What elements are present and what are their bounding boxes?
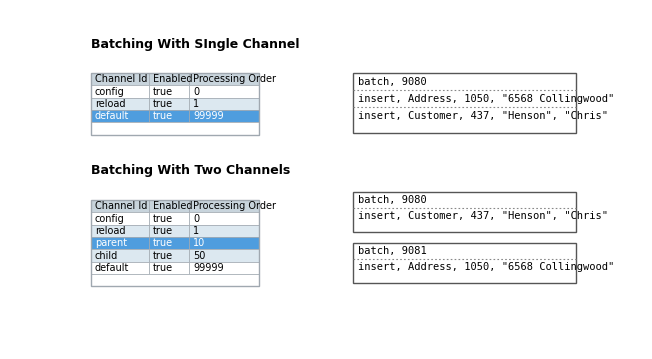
Bar [91, 122, 259, 135]
Bar [91, 250, 149, 262]
Text: true: true [153, 99, 173, 109]
Bar [91, 110, 149, 122]
Bar [353, 73, 576, 133]
Bar [189, 213, 259, 225]
Bar [353, 243, 576, 283]
Text: insert, Address, 1050, "6568 Collingwood": insert, Address, 1050, "6568 Collingwood… [358, 94, 614, 104]
Bar [91, 200, 259, 286]
Text: batch, 9080: batch, 9080 [358, 195, 427, 205]
Text: true: true [153, 214, 173, 224]
Text: Enabled: Enabled [153, 74, 192, 84]
Text: reload: reload [95, 99, 125, 109]
Text: true: true [153, 111, 173, 121]
Bar [149, 73, 189, 85]
Bar [149, 262, 189, 274]
Text: true: true [153, 263, 173, 273]
Text: true: true [153, 87, 173, 97]
Bar [149, 85, 189, 98]
Text: true: true [153, 251, 173, 261]
Text: default: default [95, 111, 129, 121]
Bar [91, 262, 149, 274]
Text: insert, Customer, 437, "Henson", "Chris": insert, Customer, 437, "Henson", "Chris" [358, 211, 608, 221]
Bar [91, 73, 259, 135]
Bar [189, 200, 259, 213]
Bar [91, 213, 149, 225]
Text: insert, Customer, 437, "Henson", "Chris": insert, Customer, 437, "Henson", "Chris" [358, 111, 608, 121]
Text: child: child [95, 251, 118, 261]
Bar [149, 225, 189, 237]
Text: Channel Id: Channel Id [95, 74, 147, 84]
Text: Batching With SIngle Channel: Batching With SIngle Channel [91, 38, 299, 51]
Bar [149, 110, 189, 122]
Bar [91, 200, 149, 213]
Bar [189, 237, 259, 250]
Bar [149, 213, 189, 225]
Bar [189, 73, 259, 85]
Text: true: true [153, 238, 173, 248]
Text: Processing Order: Processing Order [193, 74, 276, 84]
Bar [189, 85, 259, 98]
Bar [91, 98, 149, 110]
Text: parent: parent [95, 238, 126, 248]
Text: true: true [153, 226, 173, 236]
Bar [91, 73, 149, 85]
Text: Processing Order: Processing Order [193, 201, 276, 211]
Text: reload: reload [95, 226, 125, 236]
Text: Channel Id: Channel Id [95, 201, 147, 211]
Text: 1: 1 [193, 226, 200, 236]
Text: 50: 50 [193, 251, 205, 261]
Text: batch, 9080: batch, 9080 [358, 77, 427, 87]
Text: insert, Address, 1050, "6568 Collingwood": insert, Address, 1050, "6568 Collingwood… [358, 262, 614, 271]
Bar [149, 200, 189, 213]
Text: 1: 1 [193, 99, 200, 109]
Bar [189, 262, 259, 274]
Text: 0: 0 [193, 214, 200, 224]
Text: config: config [95, 214, 125, 224]
Bar [149, 98, 189, 110]
Bar [91, 225, 149, 237]
Bar [91, 85, 149, 98]
Text: 99999: 99999 [193, 263, 224, 273]
Bar [353, 192, 576, 232]
Text: default: default [95, 263, 129, 273]
Text: batch, 9081: batch, 9081 [358, 246, 427, 256]
Bar [149, 237, 189, 250]
Bar [91, 274, 259, 286]
Text: Batching With Two Channels: Batching With Two Channels [91, 164, 290, 177]
Text: 10: 10 [193, 238, 205, 248]
Bar [189, 250, 259, 262]
Bar [149, 250, 189, 262]
Text: 0: 0 [193, 87, 200, 97]
Bar [189, 110, 259, 122]
Text: 99999: 99999 [193, 111, 224, 121]
Text: config: config [95, 87, 125, 97]
Bar [189, 98, 259, 110]
Text: Enabled: Enabled [153, 201, 192, 211]
Bar [91, 237, 149, 250]
Bar [189, 225, 259, 237]
